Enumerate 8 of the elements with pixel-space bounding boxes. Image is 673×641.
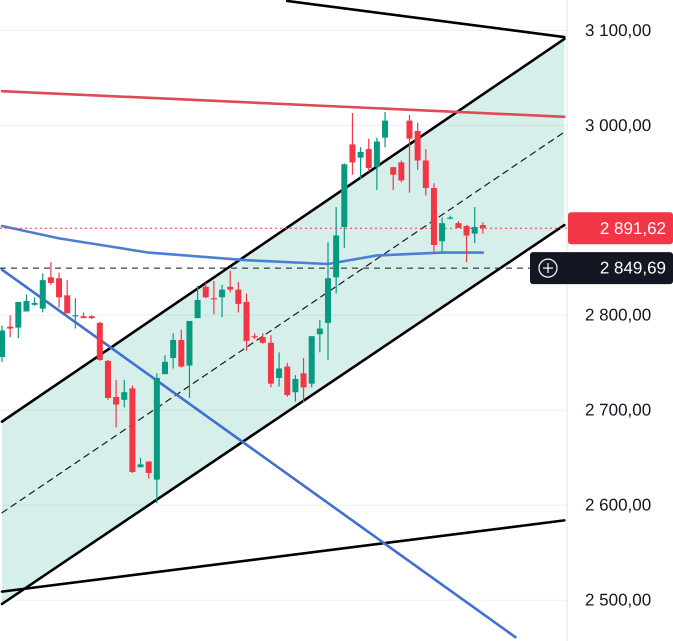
- y-tick-label: 2 500,00: [585, 590, 652, 610]
- ref-line-label: 2 849,69: [600, 258, 666, 278]
- y-tick-label: 3 100,00: [585, 20, 652, 40]
- y-tick-label: 3 000,00: [585, 116, 652, 135]
- y-tick-label: 2 800,00: [585, 306, 652, 325]
- ref-line-label: 2 891,62: [600, 218, 666, 238]
- y-tick-label: 2 600,00: [585, 496, 652, 515]
- y-tick-label: 2 700,00: [585, 400, 652, 420]
